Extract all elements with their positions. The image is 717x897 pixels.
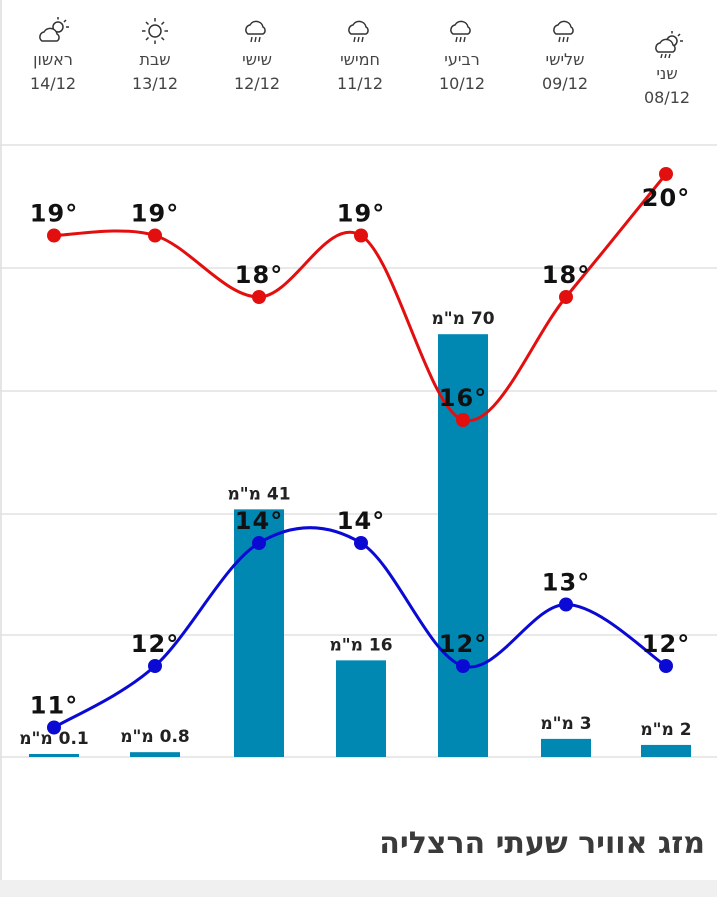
low-temp-label: 13° — [542, 569, 590, 597]
day-date: 11/12 — [336, 74, 384, 93]
rainfall-label: 41 מ"מ — [227, 484, 290, 504]
low-temp-point — [659, 659, 673, 673]
high-temp-point — [559, 290, 573, 304]
low-temp-label: 14° — [235, 507, 283, 535]
day-column-5[interactable]: שישי 12/12 — [212, 16, 302, 96]
partly-cloudy-rain-icon — [655, 31, 683, 59]
forecast-chart: 2 מ"מ 3 מ"מ 70 מ"מ 16 מ"מ 41 מ"מ 0.8 מ"מ 0.1 מ… — [0, 144, 717, 758]
high-temp-label: 16° — [439, 384, 487, 412]
day-date: 13/12 — [131, 74, 179, 93]
day-column-7[interactable]: ראשון 14/12 — [8, 16, 98, 96]
day-date: 10/12 — [438, 74, 486, 93]
low-temp-label: 12° — [439, 630, 487, 658]
day-date: 12/12 — [233, 74, 281, 93]
high-temp-point — [47, 228, 61, 243]
high-temp-label: 19° — [131, 200, 179, 228]
low-temp-label: 12° — [642, 630, 690, 658]
low-temp-label: 12° — [131, 630, 179, 658]
rain-cloud-icon — [450, 20, 471, 43]
high-temp-label: 18° — [542, 261, 590, 289]
rainfall-bar — [234, 509, 284, 757]
day-name: ראשון — [33, 50, 73, 69]
day-name: שבת — [139, 50, 171, 69]
rainfall-label: 16 מ"מ — [329, 635, 392, 655]
low-temp-point — [47, 720, 61, 735]
low-temp-point — [456, 659, 470, 673]
low-temp-point — [148, 659, 162, 673]
high-temp-label: 18° — [235, 261, 283, 289]
rain-cloud-icon — [553, 20, 574, 43]
rain-cloud-icon — [348, 20, 369, 43]
high-temp-label: 19° — [337, 200, 385, 228]
day-date: 08/12 — [643, 88, 691, 107]
rainfall-label: 3 מ"מ — [540, 714, 591, 734]
high-temp-point — [659, 167, 673, 181]
sun-icon — [142, 18, 168, 44]
day-name: שלישי — [545, 50, 585, 69]
rainfall-bar — [29, 754, 79, 757]
rainfall-bar — [130, 752, 180, 757]
high-temp-label: 19° — [30, 200, 78, 228]
day-column-4[interactable]: חמישי 11/12 — [315, 16, 405, 96]
rainfall-bar — [641, 744, 691, 757]
high-temp-point — [252, 290, 266, 304]
low-temp-point — [354, 536, 368, 550]
low-temp-label: 14° — [337, 507, 385, 535]
hourly-forecast-title: מזג אוויר שעתי הרצליה — [379, 826, 705, 861]
day-date: 09/12 — [541, 74, 589, 93]
low-temp-label: 11° — [30, 692, 78, 720]
rainfall-label: 0.8 מ"מ — [120, 727, 190, 747]
day-column-3[interactable]: רביעי 10/12 — [417, 16, 507, 96]
high-temp-point — [148, 228, 162, 243]
partly-cloudy-icon — [39, 17, 69, 42]
rainfall-label: 2 מ"מ — [640, 720, 691, 740]
rainfall-label: 70 מ"מ — [431, 309, 494, 329]
left-border — [0, 0, 2, 897]
footer-band — [0, 880, 717, 897]
rain-cloud-icon — [245, 20, 266, 43]
high-temp-label: 20° — [642, 184, 690, 212]
day-name: חמישי — [340, 50, 380, 69]
low-temp-point — [252, 536, 266, 550]
day-column-6[interactable]: שבת 13/12 — [110, 16, 200, 96]
low-temp-point — [559, 597, 573, 612]
day-column-2[interactable]: שלישי 09/12 — [520, 16, 610, 96]
rainfall-bar — [336, 660, 386, 757]
day-name: שני — [656, 64, 678, 83]
day-column-1[interactable]: שני 08/12 — [622, 30, 712, 110]
day-date: 14/12 — [29, 74, 77, 93]
high-temp-point — [354, 228, 368, 243]
rainfall-label: 0.1 מ"מ — [19, 729, 89, 749]
high-temp-point — [456, 413, 470, 427]
rainfall-bar — [541, 738, 591, 757]
day-name: רביעי — [444, 50, 480, 69]
day-name: שישי — [242, 50, 272, 69]
